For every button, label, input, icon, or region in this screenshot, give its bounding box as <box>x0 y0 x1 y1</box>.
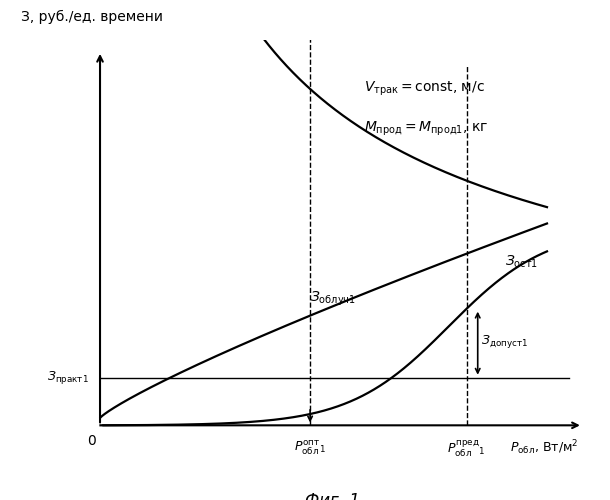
Text: 0: 0 <box>87 434 95 448</box>
Text: $З_{\rm облуч1}$: $З_{\rm облуч1}$ <box>310 290 356 308</box>
Text: З, руб./ед. времени: З, руб./ед. времени <box>21 10 163 24</box>
Text: $Р_{\rm обл}^{\rm пред}{}_{1}$: $Р_{\rm обл}^{\rm пред}{}_{1}$ <box>447 438 486 458</box>
Text: $З_{\rm практ1}$: $З_{\rm практ1}$ <box>47 369 89 386</box>
Text: $M_{\rm прод} = M_{\rm прод1}$, кг: $M_{\rm прод} = M_{\rm прод1}$, кг <box>364 120 488 139</box>
Text: Фиг. 1: Фиг. 1 <box>305 492 360 500</box>
Text: $Р_{\rm обл}$, Вт/м$^{2}$: $Р_{\rm обл}$, Вт/м$^{2}$ <box>510 438 578 457</box>
Text: $V_{\rm трак} = \rm const$, м/с: $V_{\rm трак} = \rm const$, м/с <box>364 80 484 98</box>
Text: $Р_{\rm обл}^{\rm опт}{}_{1}$: $Р_{\rm обл}^{\rm опт}{}_{1}$ <box>294 438 326 456</box>
Text: $З_{\rm допуст1}$: $З_{\rm допуст1}$ <box>481 333 528 350</box>
Text: $З_{\rm ост1}$: $З_{\rm ост1}$ <box>504 254 537 270</box>
